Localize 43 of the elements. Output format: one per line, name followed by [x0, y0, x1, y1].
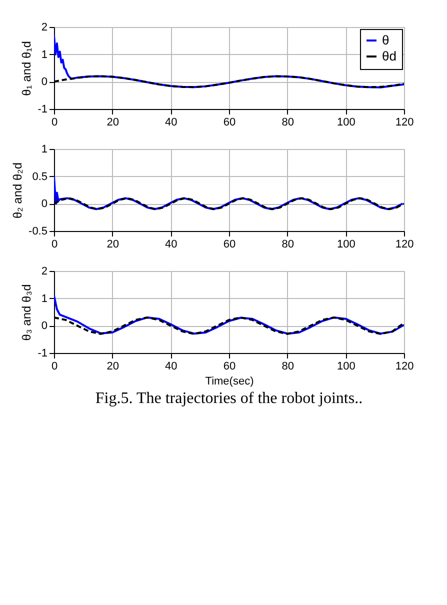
x-tick-label: 60: [223, 360, 236, 372]
x-tick-label: 0: [51, 238, 58, 250]
x-tick-label: 100: [336, 116, 356, 128]
y-tick-label: 0: [41, 198, 48, 210]
x-tick-label: 20: [106, 116, 119, 128]
y-tick-label: 0: [41, 76, 48, 88]
y-tick-label: 0: [41, 320, 48, 332]
y-tick-label: 1: [41, 48, 48, 61]
x-tick-label: 120: [395, 238, 414, 250]
x-tick-label: 100: [336, 360, 356, 372]
x-tick-label: 40: [165, 360, 178, 372]
x-axis-title: Time(sec): [205, 376, 254, 388]
x-tick-label: 20: [106, 238, 119, 250]
x-tick-label: 60: [223, 116, 236, 128]
x-tick-label: 40: [165, 116, 178, 128]
y-tick-label: -1: [38, 104, 48, 116]
x-tick-label: 40: [165, 238, 178, 250]
caption: Fig.5. The trajectories of the robot joints..: [95, 390, 363, 407]
y-tick-label: 2: [41, 266, 48, 278]
x-tick-label: 20: [106, 360, 119, 372]
x-tick-label: 60: [223, 238, 236, 250]
y-tick-label: 0.5: [32, 170, 48, 183]
line-series: [54, 175, 404, 210]
line-series: [54, 34, 404, 88]
y-tick-label: -0.5: [28, 226, 48, 238]
x-tick-label: 0: [51, 360, 58, 372]
x-tick-label: 120: [395, 116, 414, 128]
y-axis-title: θ₂ and θ₂d: [10, 162, 25, 219]
x-tick-label: 0: [51, 116, 58, 128]
y-tick-label: 1: [41, 292, 48, 305]
y-tick-label: 2: [41, 22, 48, 34]
x-tick-label: 100: [336, 238, 356, 250]
legend-label: θd: [382, 48, 396, 64]
line-series: [54, 294, 404, 335]
y-tick-label: -1: [38, 348, 48, 360]
y-axis-title: θ₁ and θ₁d: [20, 41, 34, 96]
x-tick-label: 120: [395, 360, 414, 372]
legend-label: θ: [382, 32, 390, 48]
x-tick-label: 80: [282, 360, 294, 372]
x-tick-label: 80: [282, 238, 294, 250]
y-tick-label: 1: [41, 144, 48, 156]
y-axis-title: θ₃ and θ₃d: [20, 284, 34, 341]
x-tick-label: 80: [282, 116, 294, 128]
